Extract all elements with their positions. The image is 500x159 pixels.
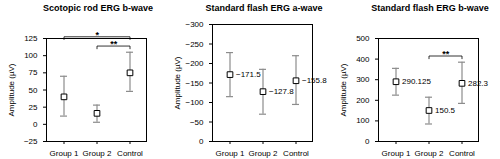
svg-text:−50: −50 [190,118,204,127]
svg-text:100: 100 [356,116,370,125]
svg-text:*: * [96,30,100,40]
svg-text:−25: −25 [24,137,38,146]
svg-text:Group 2: Group 2 [249,149,278,158]
svg-text:−150: −150 [185,79,204,88]
svg-text:Group 1: Group 1 [50,149,79,158]
svg-text:−171.5: −171.5 [236,70,261,79]
svg-text:290.125: 290.125 [402,77,431,86]
svg-text:Group 1: Group 1 [382,149,411,158]
svg-text:282.3: 282.3 [468,79,489,88]
svg-text:−300: −300 [185,20,204,29]
svg-text:Group 2: Group 2 [83,149,112,158]
svg-text:−250: −250 [185,40,204,49]
svg-text:300: 300 [356,75,370,84]
svg-text:25: 25 [29,103,38,112]
svg-text:200: 200 [356,96,370,105]
svg-text:**: ** [442,49,450,59]
svg-text:Amplitude (µV): Amplitude (µV) [173,56,182,109]
svg-text:−100: −100 [185,98,204,107]
svg-text:−127.8: −127.8 [269,87,294,96]
svg-text:Group 2: Group 2 [415,149,444,158]
svg-text:125: 125 [24,34,38,43]
svg-text:−155.8: −155.8 [302,76,327,85]
svg-text:400: 400 [356,55,370,64]
html-text:Scotopic rod ERG b-wave: Scotopic rod ERG b-wave [43,3,153,13]
svg-text:0: 0 [199,137,204,146]
svg-text:Amplitude (µV): Amplitude (µV) [7,63,16,116]
svg-text:Control: Control [117,149,143,158]
svg-text:Control: Control [283,149,309,158]
svg-text:50: 50 [29,86,38,95]
html-text:Standard flash ERG a-wave: Standard flash ERG a-wave [205,3,323,13]
svg-text:150.5: 150.5 [435,106,456,115]
svg-text:**: ** [110,39,118,49]
svg-text:−200: −200 [185,59,204,68]
svg-text:0: 0 [33,120,38,129]
svg-text:100: 100 [24,51,38,60]
svg-text:75: 75 [29,68,38,77]
svg-text:Group 1: Group 1 [216,149,245,158]
html-text:Standard flash ERG b-wave: Standard flash ERG b-wave [371,3,489,13]
svg-text:Control: Control [449,149,475,158]
svg-text:0: 0 [365,137,370,146]
svg-text:Amplitude (µV): Amplitude (µV) [339,63,348,116]
svg-text:500: 500 [356,34,370,43]
